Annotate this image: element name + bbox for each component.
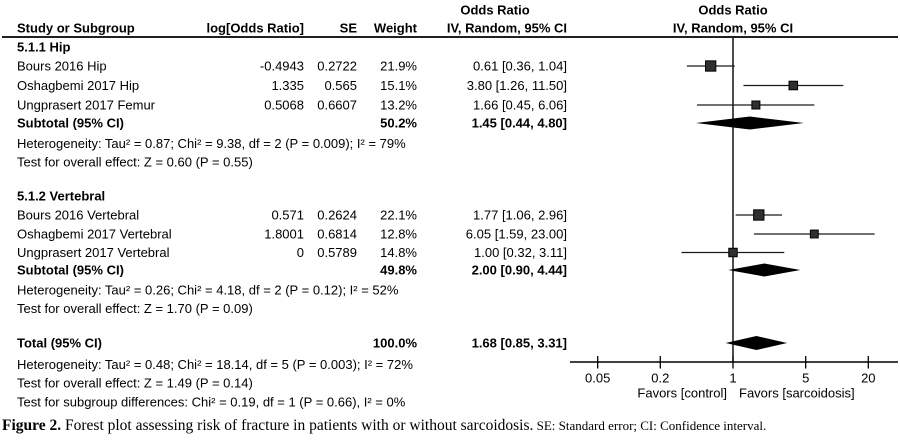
favors-left-label: Favors [control] bbox=[637, 386, 727, 401]
subgroup-header: 5.1.1 Hip bbox=[17, 40, 71, 55]
heterogeneity-text: Heterogeneity: Tau² = 0.26; Chi² = 4.18,… bbox=[17, 283, 399, 298]
column-header-log-odds-ratio: log[Odds Ratio] bbox=[207, 21, 305, 36]
subgroup-differences-text: Test for subgroup differences: Chi² = 0.… bbox=[17, 395, 406, 410]
ci-text: 0.61 [0.36, 1.04] bbox=[473, 59, 567, 74]
se-value: 0.565 bbox=[324, 78, 357, 93]
weight-value: 14.8% bbox=[380, 245, 417, 260]
se-value: 0.6814 bbox=[317, 227, 357, 242]
axis-tick-label: 0.2 bbox=[651, 371, 669, 386]
total-weight: 100.0% bbox=[373, 336, 418, 351]
log-odds-ratio-value: 0 bbox=[297, 245, 304, 260]
subtotal-label: Subtotal (95% CI) bbox=[17, 263, 124, 278]
forest-plot: Odds Ratio Odds Ratio Study or Subgroup log… bbox=[2, 3, 898, 410]
plot-header-method: IV, Random, 95% CI bbox=[673, 21, 793, 36]
column-header-study: Study or Subgroup bbox=[17, 21, 135, 36]
effect-square bbox=[705, 60, 717, 72]
se-value: 0.6607 bbox=[317, 98, 357, 113]
heterogeneity-text: Heterogeneity: Tau² = 0.87; Chi² = 9.38,… bbox=[17, 136, 406, 151]
subtotal-ci-text: 1.45 [0.44, 4.80] bbox=[472, 116, 567, 131]
study-label: Ungprasert 2017 Femur bbox=[17, 98, 156, 113]
subgroup-header: 5.1.2 Vertebral bbox=[17, 189, 105, 204]
subtotal-weight: 49.8% bbox=[380, 263, 417, 278]
effect-square bbox=[753, 209, 765, 221]
ci-text: 1.00 [0.32, 3.11] bbox=[474, 245, 567, 260]
study-label: Bours 2016 Vertebral bbox=[17, 208, 139, 223]
effect-square bbox=[728, 247, 738, 258]
caption-text: Forest plot assessing risk of fracture i… bbox=[61, 417, 534, 434]
subtotal-label: Subtotal (95% CI) bbox=[17, 116, 124, 131]
plot-header-effect: Odds Ratio bbox=[698, 3, 767, 18]
study-label: Oshagbemi 2017 Hip bbox=[17, 78, 139, 93]
total-heterogeneity-text: Heterogeneity: Tau² = 0.48; Chi² = 18.14… bbox=[17, 357, 413, 372]
total-diamond bbox=[725, 336, 788, 350]
study-label: Ungprasert 2017 Vertebral bbox=[17, 245, 170, 260]
total-label: Total (95% CI) bbox=[17, 336, 102, 351]
effect-square bbox=[788, 80, 799, 91]
axis-tick-label: 5 bbox=[802, 371, 809, 386]
ci-text: 6.05 [1.59, 23.00] bbox=[466, 227, 567, 242]
total-ci-text: 1.68 [0.85, 3.31] bbox=[472, 336, 567, 351]
ci-text: 1.66 [0.45, 6.06] bbox=[473, 98, 567, 113]
subtotal-weight: 50.2% bbox=[380, 116, 417, 131]
log-odds-ratio-value: 1.8001 bbox=[264, 227, 304, 242]
subtotal-diamond bbox=[695, 116, 804, 130]
overall-effect-text: Test for overall effect: Z = 1.70 (P = 0… bbox=[17, 301, 253, 316]
caption-label: Figure 2. bbox=[2, 417, 62, 434]
ci-text: 3.80 [1.26, 11.50] bbox=[467, 78, 567, 93]
se-value: 0.2722 bbox=[317, 59, 357, 74]
se-value: 0.5789 bbox=[317, 245, 357, 260]
effect-square bbox=[809, 229, 819, 239]
axis-tick-label: 20 bbox=[861, 371, 875, 386]
total-overall-effect-text: Test for overall effect: Z = 1.49 (P = 0… bbox=[17, 376, 253, 391]
study-label: Oshagbemi 2017 Vertebral bbox=[17, 227, 172, 242]
log-odds-ratio-value: 0.571 bbox=[271, 208, 304, 223]
column-header-se: SE bbox=[340, 21, 358, 36]
effect-column-header: Odds Ratio bbox=[460, 3, 529, 18]
figure-caption: Figure 2. Forest plot assessing risk of … bbox=[2, 417, 899, 435]
ci-text: 1.77 [1.06, 2.96] bbox=[473, 208, 567, 223]
weight-value: 22.1% bbox=[380, 208, 417, 223]
log-odds-ratio-value: 1.335 bbox=[271, 78, 304, 93]
subtotal-ci-text: 2.00 [0.90, 4.44] bbox=[472, 263, 567, 278]
weight-value: 21.9% bbox=[380, 59, 417, 74]
subtotal-diamond bbox=[728, 263, 801, 277]
weight-value: 12.8% bbox=[380, 227, 417, 242]
se-value: 0.2624 bbox=[317, 208, 357, 223]
favors-right-label: Favors [sarcoidosis] bbox=[739, 386, 855, 401]
log-odds-ratio-value: -0.4943 bbox=[260, 59, 304, 74]
axis-tick-label: 1 bbox=[729, 371, 736, 386]
axis-tick-label: 0.05 bbox=[585, 371, 610, 386]
overall-effect-text: Test for overall effect: Z = 0.60 (P = 0… bbox=[17, 155, 253, 170]
column-header-weight: Weight bbox=[374, 21, 418, 36]
column-header-effect-ci: IV, Random, 95% CI bbox=[447, 21, 567, 36]
caption-note: SE: Standard error; CI: Confidence inter… bbox=[533, 418, 767, 433]
effect-square bbox=[751, 100, 761, 110]
weight-value: 15.1% bbox=[380, 78, 417, 93]
weight-value: 13.2% bbox=[380, 98, 417, 113]
study-label: Bours 2016 Hip bbox=[17, 59, 107, 74]
log-odds-ratio-value: 0.5068 bbox=[264, 98, 304, 113]
